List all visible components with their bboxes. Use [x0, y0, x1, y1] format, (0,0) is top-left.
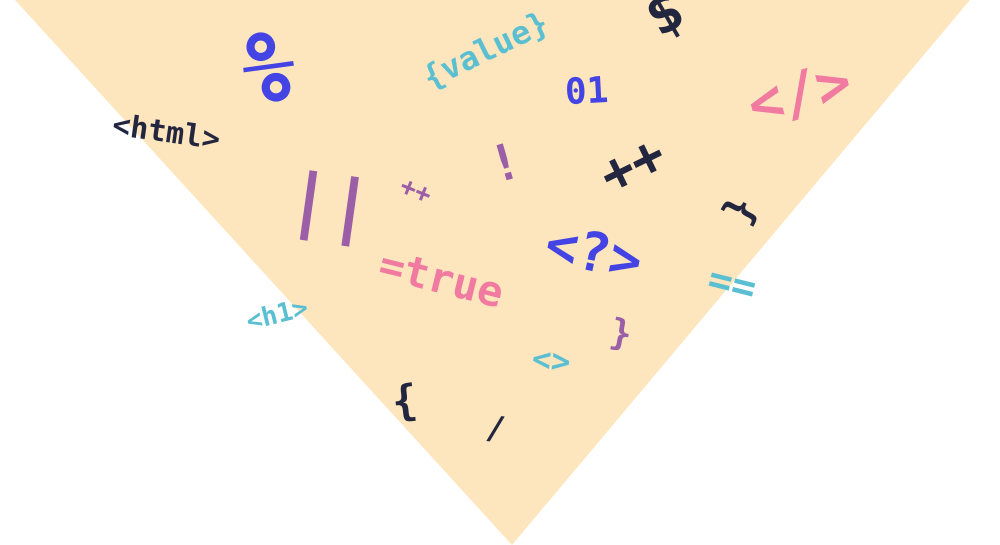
- slash-symbol: /: [484, 408, 508, 448]
- angle-pair-symbol: <>: [530, 339, 573, 381]
- double-equals-symbol: ==: [703, 255, 762, 313]
- open-brace-symbol: {: [389, 374, 420, 427]
- binary-zero-one: 01: [563, 69, 610, 114]
- double-pipe-symbol: ||: [282, 156, 378, 250]
